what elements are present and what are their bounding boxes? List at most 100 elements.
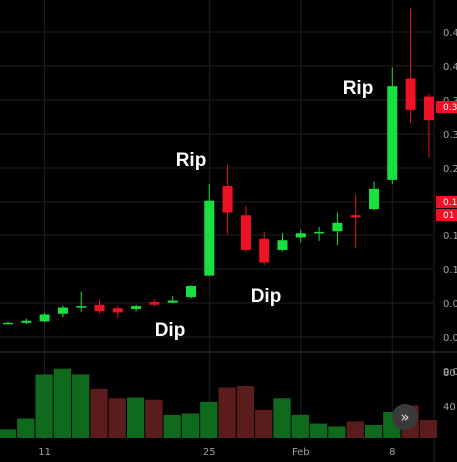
price-tag-label: 0.1: [443, 198, 457, 208]
price-pane: [3, 8, 434, 325]
candle-body: [259, 238, 270, 263]
candle-body: [112, 308, 123, 313]
candle-body: [131, 306, 142, 309]
price-tag: 01: [436, 209, 457, 221]
y-tick-label: 0.4: [443, 62, 457, 73]
y-tick-label: 0.0: [443, 299, 457, 310]
y-tick-label: 0.1: [443, 231, 457, 242]
candle-body: [94, 304, 105, 311]
volume-bar: [35, 374, 53, 438]
candle: [112, 306, 123, 318]
candle: [131, 304, 142, 312]
candle-body: [387, 86, 398, 180]
volume-bar: [236, 385, 255, 438]
volume-bar: [181, 413, 200, 438]
annotation-dip: Dip: [251, 286, 282, 307]
x-tick-label: 11: [38, 447, 51, 458]
volume-bar: [163, 414, 181, 438]
volume-tick-label: 40: [443, 402, 456, 413]
candle: [21, 318, 32, 325]
candle-body: [149, 301, 160, 305]
x-tick-label: Feb: [292, 447, 310, 458]
volume-bar: [273, 398, 291, 438]
candle-body: [39, 314, 50, 322]
volume-bar: [419, 419, 438, 438]
price-tag-bg: [436, 101, 457, 113]
volume-bar: [145, 399, 163, 438]
volume-bar: [218, 387, 236, 438]
price-tag-bg: [436, 196, 457, 208]
candle: [314, 227, 325, 241]
x-tick-label: 25: [203, 447, 216, 458]
volume-bar: [126, 397, 145, 438]
candle: [3, 321, 13, 325]
candle: [405, 8, 416, 123]
y-tick-label: 0.2: [443, 164, 457, 175]
price-tag-label: 01: [443, 211, 454, 221]
volume-bar: [0, 429, 17, 438]
candle: [222, 164, 233, 234]
y-tick-label: 0.0: [443, 367, 457, 378]
candle-body: [295, 233, 306, 238]
candle: [94, 299, 105, 314]
y-tick-label: 0.0: [443, 333, 457, 344]
candle-body: [277, 240, 288, 250]
candle-body: [76, 306, 87, 308]
volume-tick-label: 80: [443, 368, 456, 379]
price-tag-label: 0.3: [443, 103, 457, 113]
volume-bar: [328, 426, 346, 438]
volume-pane: [0, 368, 438, 438]
candle: [350, 194, 361, 248]
volume-bar: [53, 368, 72, 438]
candle-body: [369, 188, 379, 209]
price-tag: 0.1: [436, 196, 457, 208]
candle: [186, 285, 196, 299]
candle: [240, 206, 251, 253]
candle-body: [186, 286, 196, 298]
candle: [57, 305, 68, 318]
annotation-rip: Rip: [176, 150, 207, 171]
volume-bar: [108, 398, 126, 438]
volume-bar: [17, 418, 35, 438]
volume-bar: [364, 424, 383, 438]
candle-body: [21, 320, 32, 323]
candle: [332, 212, 343, 246]
scroll-to-latest-button[interactable]: »: [392, 404, 418, 430]
volume-bar: [200, 401, 218, 438]
candle: [387, 67, 398, 185]
candle: [149, 299, 160, 307]
volume-bar: [291, 414, 309, 438]
y-tick-label: 0.3: [443, 130, 457, 141]
candle: [76, 291, 87, 312]
y-tick-label: 0.1: [443, 265, 457, 276]
annotation-rip: Rip: [343, 78, 374, 99]
candle-body: [332, 222, 343, 232]
candle-body: [314, 231, 325, 234]
candle: [259, 231, 270, 266]
volume-bar: [255, 409, 273, 438]
y-tick-label: 0.4: [443, 28, 457, 39]
price-tag-bg: [436, 209, 457, 221]
candle-body: [3, 322, 13, 325]
candle-body: [423, 96, 434, 121]
annotation-dip: Dip: [155, 320, 186, 341]
x-tick-label: 8: [389, 447, 395, 458]
candle: [369, 181, 379, 211]
candle-body: [240, 215, 251, 250]
annotations: Dip Rip Dip Rip: [155, 78, 374, 341]
candle: [423, 93, 434, 158]
candle: [277, 233, 288, 252]
double-chevron-right-icon: »: [400, 408, 410, 426]
candle: [295, 229, 306, 243]
candle-body: [405, 78, 416, 110]
candle-body: [57, 307, 68, 314]
time-axis: 11 25 Feb 8: [38, 447, 395, 458]
volume-bar: [90, 388, 108, 438]
volume-bar: [309, 423, 328, 438]
candle-body: [222, 186, 233, 213]
candle-body: [350, 215, 361, 218]
candle: [39, 313, 50, 323]
candle: [204, 184, 215, 276]
candle-body: [167, 300, 178, 303]
